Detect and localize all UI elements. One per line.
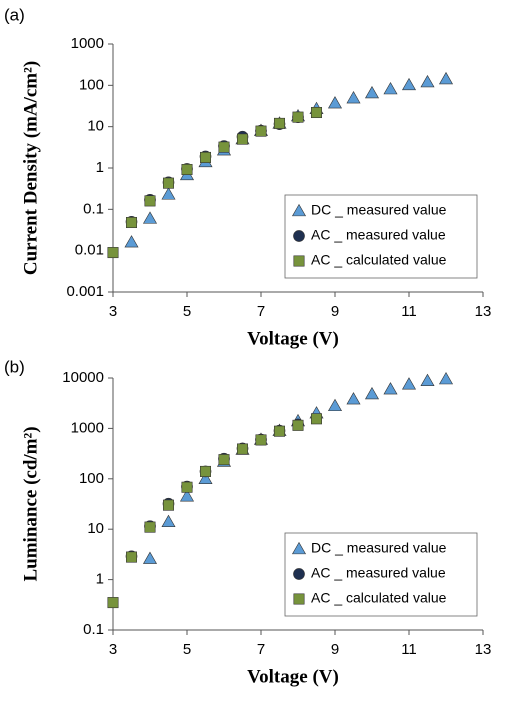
marker-square	[126, 217, 138, 229]
x-tick-label: 11	[401, 641, 417, 658]
legend: DC _ measured value AC _ measured value AC…	[284, 532, 478, 617]
x-tick-label: 5	[183, 641, 191, 658]
marker-triangle	[364, 386, 380, 400]
marker-triangle	[327, 96, 343, 109]
marker-square	[292, 419, 304, 431]
x-tick-label: 3	[109, 303, 117, 320]
y-tick-label: 1	[96, 571, 104, 588]
marker-triangle	[346, 91, 361, 104]
x-axis-title: Voltage (V)	[247, 666, 339, 687]
legend-label: AC _ calculated value	[311, 252, 447, 268]
marker-square	[107, 247, 119, 259]
marker-triangle	[401, 77, 417, 91]
legend-label: AC _ measured value	[311, 565, 446, 581]
x-tick-label: 3	[109, 641, 117, 658]
marker-triangle	[364, 85, 380, 99]
y-tick-label: 1000	[71, 35, 104, 52]
legend-label: AC _ calculated value	[311, 590, 447, 606]
legend-box	[284, 532, 478, 617]
marker-triangle	[198, 471, 213, 484]
y-tick-label: 1000	[71, 419, 104, 436]
y-tick-label: 100	[79, 470, 104, 487]
marker-square	[293, 255, 305, 267]
x-tick-label: 7	[257, 641, 265, 658]
x-tick-label: 13	[475, 641, 492, 658]
marker-triangle	[438, 372, 454, 385]
marker-square	[237, 443, 249, 455]
marker-square	[181, 481, 193, 493]
x-tick-label: 7	[257, 303, 265, 320]
marker-square	[200, 151, 212, 163]
marker-square	[144, 521, 156, 533]
marker-square	[293, 593, 305, 605]
legend-box	[284, 194, 478, 279]
marker-triangle	[161, 187, 176, 200]
y-tick-label: 10	[87, 118, 104, 135]
marker-square	[310, 413, 322, 425]
y-tick-label: 10000	[62, 369, 104, 386]
marker-square	[218, 454, 230, 466]
marker-triangle	[383, 82, 398, 95]
marker-triangle	[327, 398, 343, 412]
marker-triangle	[420, 373, 435, 386]
marker-square	[255, 434, 267, 446]
x-axis-title: Voltage (V)	[247, 328, 339, 349]
marker-square	[255, 125, 267, 137]
marker-square	[107, 597, 119, 609]
y-tick-label: 0.1	[83, 200, 104, 217]
marker-triangle	[124, 235, 139, 248]
x-tick-label: 5	[183, 303, 191, 320]
marker-triangle	[383, 382, 398, 395]
legend-label: AC _ measured value	[311, 227, 446, 243]
marker-square	[126, 551, 138, 563]
x-tick-label: 9	[331, 303, 339, 320]
marker-square	[218, 141, 230, 153]
y-tick-label: 0.1	[83, 621, 104, 638]
marker-triangle	[420, 74, 435, 88]
marker-triangle	[142, 211, 158, 224]
x-tick-label: 9	[331, 641, 339, 658]
marker-triangle	[401, 377, 417, 390]
marker-square	[237, 133, 249, 145]
y-tick-label: 100	[79, 76, 104, 93]
x-tick-label: 11	[401, 303, 417, 320]
marker-square	[200, 465, 212, 477]
legend-label: DC _ measured value	[311, 540, 447, 556]
y-tick-label: 1	[96, 159, 104, 176]
panel-label: (a)	[4, 5, 25, 24]
marker-square	[273, 117, 285, 129]
marker-square	[292, 111, 304, 123]
marker-square	[310, 107, 322, 119]
x-tick-label: 13	[475, 303, 492, 320]
y-axis-title: Luminance (cd/m²)	[20, 426, 41, 581]
marker-triangle	[346, 392, 361, 405]
legend: DC _ measured value AC _ measured value AC…	[284, 194, 478, 279]
marker-triangle	[179, 489, 195, 502]
marker-square	[163, 499, 175, 511]
marker-triangle	[291, 541, 307, 555]
marker-triangle	[142, 551, 158, 564]
legend-label: DC _ measured value	[311, 202, 447, 218]
marker-square	[163, 177, 175, 189]
marker-triangle	[438, 71, 454, 85]
y-tick-label: 0.001	[66, 283, 104, 300]
marker-square	[181, 163, 193, 175]
panel-label: (b)	[4, 357, 25, 376]
marker-circle	[293, 568, 305, 580]
marker-square	[273, 425, 285, 437]
marker-triangle	[161, 514, 176, 528]
marker-square	[144, 195, 156, 207]
marker-circle	[293, 230, 305, 242]
y-axis-title: Current Density (mA/cm²)	[20, 61, 41, 275]
marker-triangle	[291, 203, 307, 217]
y-tick-label: 0.01	[75, 242, 104, 259]
y-tick-label: 10	[87, 520, 104, 537]
